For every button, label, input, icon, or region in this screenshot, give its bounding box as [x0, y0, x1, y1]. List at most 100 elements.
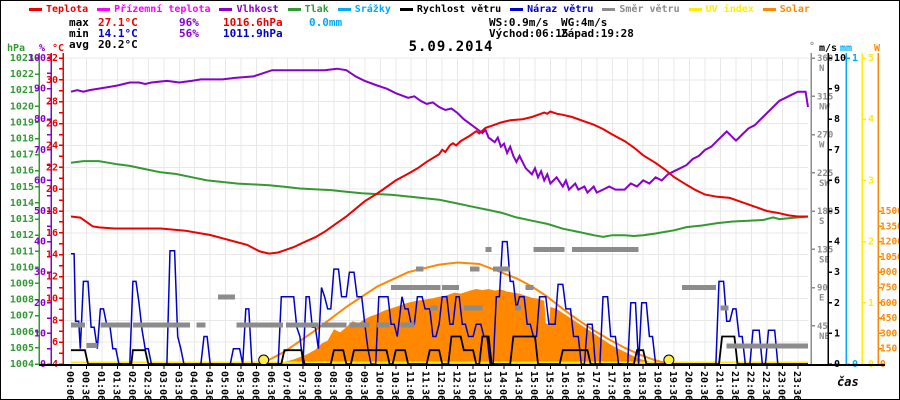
- svg-text:03:36: 03:36: [172, 371, 183, 399]
- legend: Teplota Přízemní teplota Vlhkost Tlak Srážky…: [29, 4, 810, 15]
- svg-text:70: 70: [34, 145, 46, 156]
- legend-label: Tlak: [304, 4, 329, 15]
- svg-text:02:06: 02:06: [126, 371, 137, 399]
- svg-text:100: 100: [28, 53, 46, 64]
- legend-label: Srážky: [354, 4, 391, 15]
- x-axis-label: čas: [837, 375, 859, 389]
- svg-text:09:06: 09:06: [342, 371, 353, 399]
- svg-text:21:06: 21:06: [714, 371, 725, 399]
- svg-text:13:36: 13:36: [482, 371, 493, 399]
- svg-text:1: 1: [852, 53, 858, 64]
- svg-text:13:06: 13:06: [466, 371, 477, 399]
- svg-text:3: 3: [868, 175, 874, 186]
- svg-text:12:06: 12:06: [435, 371, 446, 399]
- svg-text:450: 450: [880, 313, 897, 324]
- svg-text:11:06: 11:06: [404, 371, 415, 399]
- legend-item-7: Směr větru: [602, 4, 680, 15]
- svg-text:10: 10: [46, 293, 58, 304]
- svg-text:16:06: 16:06: [559, 371, 570, 399]
- chart-title: 5.09.2014: [408, 39, 494, 55]
- legend-label: Přízemní teplota: [114, 4, 211, 15]
- svg-text:14:36: 14:36: [512, 371, 523, 399]
- svg-text:16: 16: [46, 228, 58, 239]
- svg-text:NW: NW: [819, 102, 830, 112]
- svg-text:10:36: 10:36: [389, 371, 400, 399]
- legend-item-9: Solar: [762, 4, 810, 15]
- svg-text:7: 7: [834, 145, 840, 156]
- legend-swatch-icon: [287, 8, 301, 11]
- svg-text:6: 6: [834, 175, 840, 186]
- svg-text:hPa: hPa: [7, 43, 25, 54]
- stat-min-temp: 14.1°C: [98, 27, 138, 40]
- svg-text:14:06: 14:06: [497, 371, 508, 399]
- svg-text:1008: 1008: [10, 295, 34, 306]
- legend-swatch-icon: [602, 8, 616, 11]
- svg-text:08:36: 08:36: [327, 371, 338, 399]
- svg-text:02:36: 02:36: [141, 371, 152, 399]
- svg-text:1019: 1019: [10, 117, 34, 128]
- legend-label: Rychlost větru: [416, 4, 502, 15]
- svg-text:°C: °C: [52, 43, 64, 54]
- svg-text:20: 20: [34, 298, 46, 309]
- svg-text:9: 9: [834, 84, 840, 95]
- legend-label: Směr větru: [619, 4, 680, 15]
- svg-text:1: 1: [834, 328, 840, 339]
- svg-text:12:36: 12:36: [451, 371, 462, 399]
- stat-max-humidity: 96%: [179, 16, 199, 29]
- svg-text:20:36: 20:36: [698, 371, 709, 399]
- svg-text:3: 3: [834, 267, 840, 278]
- legend-label: Solar: [779, 4, 810, 15]
- svg-text:18:06: 18:06: [621, 371, 632, 399]
- svg-text:S: S: [819, 217, 824, 227]
- svg-text:1016: 1016: [10, 166, 34, 177]
- svg-text:4: 4: [834, 237, 840, 248]
- svg-text:1007: 1007: [10, 311, 34, 322]
- legend-item-4: Srážky: [337, 4, 391, 15]
- svg-text:23:06: 23:06: [775, 371, 786, 399]
- stat-sunrise: Východ:06:15: [489, 27, 569, 40]
- svg-text:E: E: [819, 294, 824, 304]
- svg-text:5: 5: [868, 53, 874, 64]
- svg-text:06:06: 06:06: [250, 371, 261, 399]
- svg-text:600: 600: [880, 298, 897, 309]
- legend-item-0: Teplota: [29, 4, 88, 15]
- svg-text:4: 4: [868, 114, 874, 125]
- svg-text:1: 1: [868, 298, 874, 309]
- svg-text:07:06: 07:06: [281, 371, 292, 399]
- legend-swatch-icon: [399, 8, 413, 11]
- svg-text:%: %: [39, 43, 45, 54]
- stat-max-label: max: [69, 16, 89, 29]
- svg-text:90: 90: [34, 84, 46, 95]
- svg-text:45: 45: [817, 322, 828, 332]
- legend-swatch-icon: [510, 8, 524, 11]
- svg-text:360: 360: [817, 54, 833, 64]
- legend-item-5: Rychlost větru: [399, 4, 502, 15]
- svg-text:11:36: 11:36: [420, 371, 431, 399]
- svg-text:1014: 1014: [10, 198, 34, 209]
- svg-text:8: 8: [52, 315, 58, 326]
- svg-text:08:06: 08:06: [311, 371, 322, 399]
- svg-text:20: 20: [46, 184, 58, 195]
- svg-text:NE: NE: [819, 332, 830, 342]
- svg-text:03:06: 03:06: [157, 371, 168, 399]
- svg-text:07:36: 07:36: [296, 371, 307, 399]
- svg-text:26: 26: [46, 119, 58, 130]
- legend-swatch-icon: [219, 8, 233, 11]
- svg-text:1022: 1022: [10, 69, 34, 80]
- svg-text:05:06: 05:06: [219, 371, 230, 399]
- svg-text:19:36: 19:36: [667, 371, 678, 399]
- svg-text:180: 180: [817, 207, 833, 217]
- svg-text:135: 135: [817, 245, 833, 255]
- svg-text:1350: 1350: [880, 221, 899, 232]
- svg-text:23:36: 23:36: [791, 371, 802, 399]
- svg-text:28: 28: [46, 97, 58, 108]
- svg-text:270: 270: [817, 131, 833, 141]
- svg-text:01:36: 01:36: [110, 371, 121, 399]
- svg-text:21:36: 21:36: [729, 371, 740, 399]
- legend-item-6: Náraz větru: [510, 4, 593, 15]
- svg-text:04:06: 04:06: [188, 371, 199, 399]
- svg-text:1050: 1050: [880, 252, 899, 263]
- stat-wind-gust-max: WG:4m/s: [561, 16, 608, 29]
